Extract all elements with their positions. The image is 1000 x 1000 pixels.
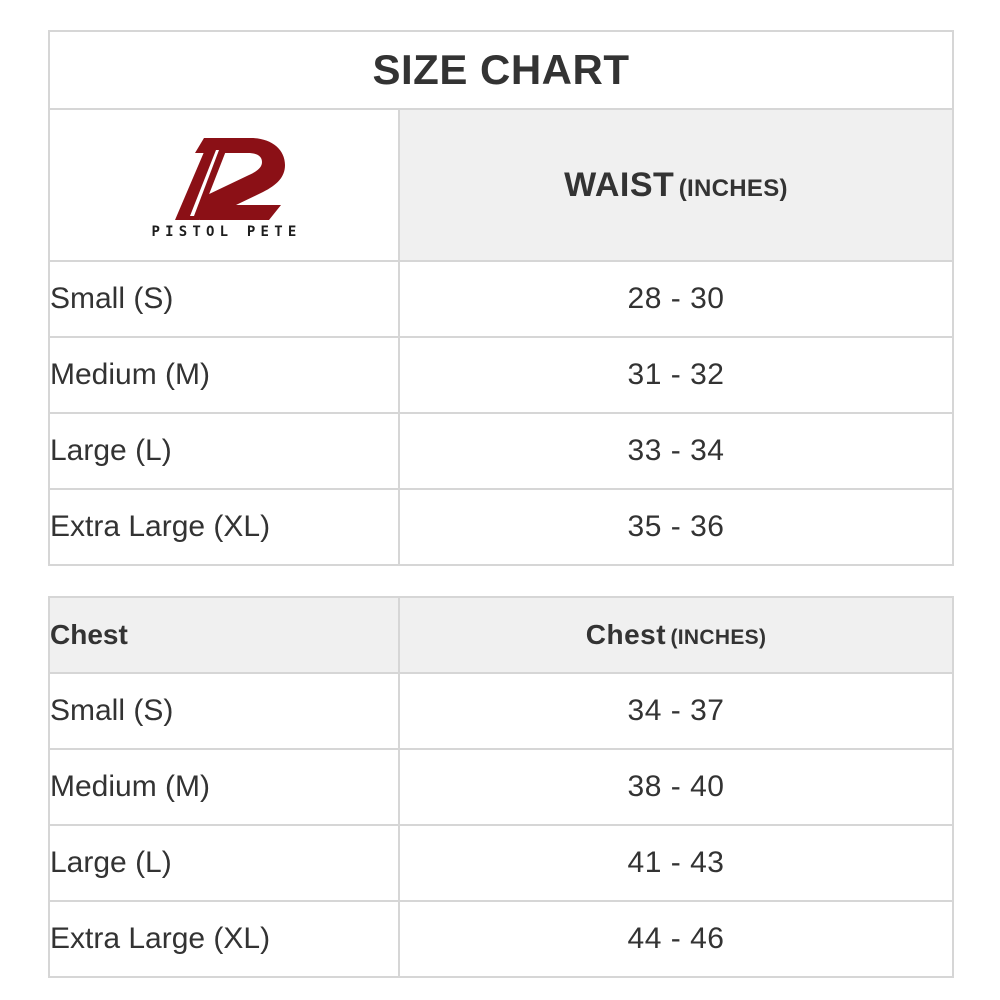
table-row: Extra Large (XL) 44 - 46 [48, 900, 954, 978]
waist-value: 28 - 30 [398, 260, 954, 338]
page-title: SIZE CHART [372, 46, 630, 93]
waist-column-header: WAIST (INCHES) [398, 108, 954, 262]
waist-header-unit: (INCHES) [678, 174, 788, 202]
table-row: Medium (M) 38 - 40 [48, 748, 954, 826]
page-title-cell: SIZE CHART [48, 30, 954, 110]
chest-header-row: Chest Chest (INCHES) [48, 596, 954, 674]
brand-wordmark: PISTOL PETE [151, 223, 302, 240]
chest-header-unit: (INCHES) [670, 626, 767, 649]
chest-value: 44 - 46 [398, 900, 954, 978]
size-label: Small (S) [48, 672, 400, 750]
size-label: Extra Large (XL) [48, 488, 400, 566]
size-label: Medium (M) [48, 748, 400, 826]
waist-header-row: PISTOL PETE WAIST (INCHES) [48, 108, 954, 262]
chest-column-header: Chest (INCHES) [398, 596, 954, 674]
table-row: Large (L) 41 - 43 [48, 824, 954, 902]
chest-value: 38 - 40 [398, 748, 954, 826]
size-label: Extra Large (XL) [48, 900, 400, 978]
chest-header-main: Chest [585, 619, 667, 650]
chest-header-left-label: Chest [50, 619, 128, 650]
waist-size-table: SIZE CHART PISTOL PETE [48, 30, 954, 566]
waist-header-main: WAIST [564, 165, 675, 204]
waist-value: 33 - 34 [398, 412, 954, 490]
size-label: Large (L) [48, 824, 400, 902]
p2-monogram-icon [175, 137, 285, 220]
size-label: Large (L) [48, 412, 400, 490]
table-row: Medium (M) 31 - 32 [48, 336, 954, 414]
table-separator [48, 566, 952, 596]
chest-value: 41 - 43 [398, 824, 954, 902]
waist-value: 35 - 36 [398, 488, 954, 566]
waist-value: 31 - 32 [398, 336, 954, 414]
chest-size-table: Chest Chest (INCHES) Small (S) 34 - 37 M… [48, 596, 954, 978]
table-row: Extra Large (XL) 35 - 36 [48, 488, 954, 566]
chest-value: 34 - 37 [398, 672, 954, 750]
title-row: SIZE CHART [48, 30, 954, 110]
table-row: Small (S) 28 - 30 [48, 260, 954, 338]
chest-row-header: Chest [48, 596, 400, 674]
size-label: Medium (M) [48, 336, 400, 414]
table-row: Small (S) 34 - 37 [48, 672, 954, 750]
size-label: Small (S) [48, 260, 400, 338]
brand-logo-cell: PISTOL PETE [48, 108, 400, 262]
table-row: Large (L) 33 - 34 [48, 412, 954, 490]
